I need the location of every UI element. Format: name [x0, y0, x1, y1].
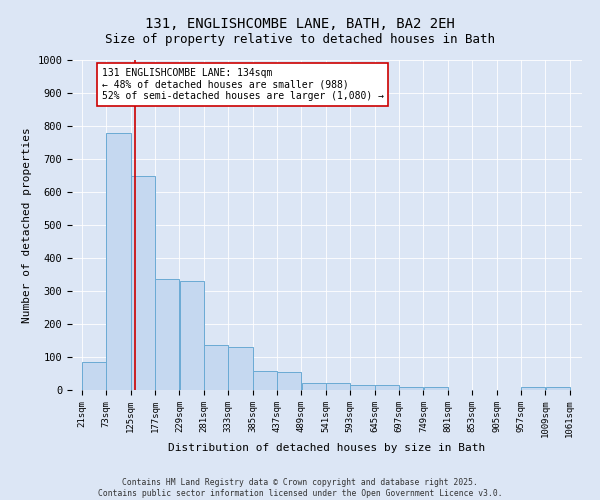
Bar: [179, 281, 204, 390]
Bar: [204, 346, 228, 390]
Bar: [424, 388, 448, 390]
Bar: [545, 388, 569, 390]
Bar: [350, 385, 374, 390]
Bar: [229, 347, 253, 390]
Text: 131 ENGLISHCOMBE LANE: 134sqm
← 48% of detached houses are smaller (988)
52% of : 131 ENGLISHCOMBE LANE: 134sqm ← 48% of d…: [101, 68, 383, 102]
Bar: [521, 388, 545, 390]
Bar: [375, 385, 399, 390]
Bar: [399, 388, 423, 390]
Y-axis label: Number of detached properties: Number of detached properties: [22, 127, 32, 323]
X-axis label: Distribution of detached houses by size in Bath: Distribution of detached houses by size …: [169, 443, 485, 453]
Text: Contains HM Land Registry data © Crown copyright and database right 2025.
Contai: Contains HM Land Registry data © Crown c…: [98, 478, 502, 498]
Bar: [82, 362, 106, 390]
Bar: [326, 382, 350, 390]
Bar: [277, 372, 301, 390]
Bar: [155, 280, 179, 390]
Bar: [131, 176, 155, 390]
Bar: [106, 132, 131, 390]
Text: Size of property relative to detached houses in Bath: Size of property relative to detached ho…: [105, 32, 495, 46]
Bar: [302, 382, 326, 390]
Bar: [253, 371, 277, 390]
Text: 131, ENGLISHCOMBE LANE, BATH, BA2 2EH: 131, ENGLISHCOMBE LANE, BATH, BA2 2EH: [145, 18, 455, 32]
